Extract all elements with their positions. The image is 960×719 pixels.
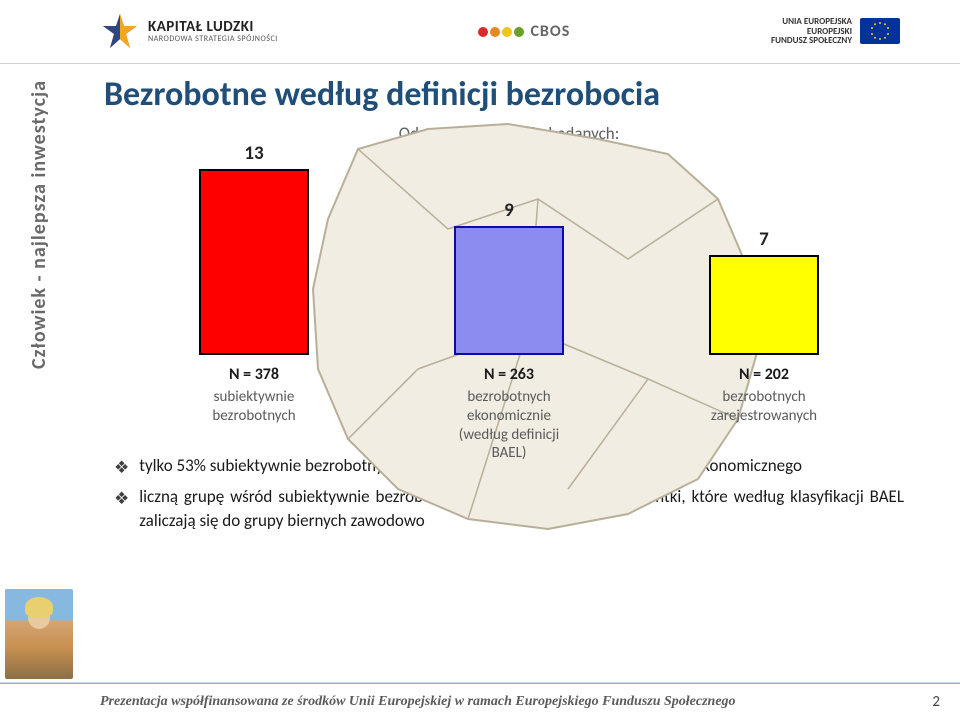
side-strip: Człowiek - najlepsza inwestycja — [0, 0, 78, 719]
logo-cbos: CBOS — [478, 22, 570, 41]
page-number: 2 — [932, 693, 940, 711]
bar-group: 9 N = 263 bezrobotnych ekonomicznie (wedłu… — [444, 199, 574, 463]
slide-content: Bezrobotne według definicji bezrobocia O… — [78, 64, 954, 683]
eu-line3: FUNDUSZ SPOŁECZNY — [771, 36, 852, 46]
bar-group: 13 N = 378 subiektywnie bezrobotnych — [189, 142, 319, 426]
logo-kapital-ludzki: KAPITAŁ LUDZKI NARODOWA STRATEGIA SPÓJNO… — [100, 12, 278, 52]
bar-group: 7 N = 202 bezrobotnych zarejestrowanych — [699, 228, 829, 426]
bar-rect — [709, 255, 819, 355]
side-photo — [5, 589, 73, 679]
bar-rect — [454, 226, 564, 355]
diamond-bullet-icon: ❖ — [114, 456, 129, 481]
bar-chart: 13N = 378subiektywnie bezrobotnych9N = 2… — [164, 154, 854, 444]
diamond-bullet-icon: ❖ — [114, 487, 129, 512]
bar-value: 13 — [189, 142, 319, 165]
kl-subtitle: NARODOWA STRATEGIA SPÓJNOŚCI — [148, 35, 278, 43]
logo-eu: UNIA EUROPEJSKA EUROPEJSKI FUNDUSZ SPOŁE… — [771, 17, 900, 47]
side-slogan: Człowiek - najlepsza inwestycja — [27, 80, 51, 369]
kl-star-icon — [100, 12, 140, 52]
footer-text: Prezentacja współfinansowana ze środków … — [100, 694, 736, 710]
header-bar: KAPITAŁ LUDZKI NARODOWA STRATEGIA SPÓJNO… — [0, 0, 960, 64]
bar-label: bezrobotnych ekonomicznie (według defini… — [444, 388, 574, 463]
bar-label: subiektywnie bezrobotnych — [189, 388, 319, 426]
footer-bar: Prezentacja współfinansowana ze środków … — [0, 683, 960, 719]
eu-flag-icon — [860, 18, 900, 44]
bar-n-label: N = 202 — [699, 365, 829, 384]
bar-n-label: N = 378 — [189, 365, 319, 384]
bar-n-label: N = 263 — [444, 365, 574, 384]
bar-label: bezrobotnych zarejestrowanych — [699, 388, 829, 426]
bar-value: 7 — [699, 228, 829, 251]
bar-rect — [199, 169, 309, 355]
kl-title: KAPITAŁ LUDZKI — [148, 20, 278, 35]
cbos-label: CBOS — [530, 22, 570, 41]
bar-value: 9 — [444, 199, 574, 222]
cbos-dots-icon — [478, 27, 524, 37]
